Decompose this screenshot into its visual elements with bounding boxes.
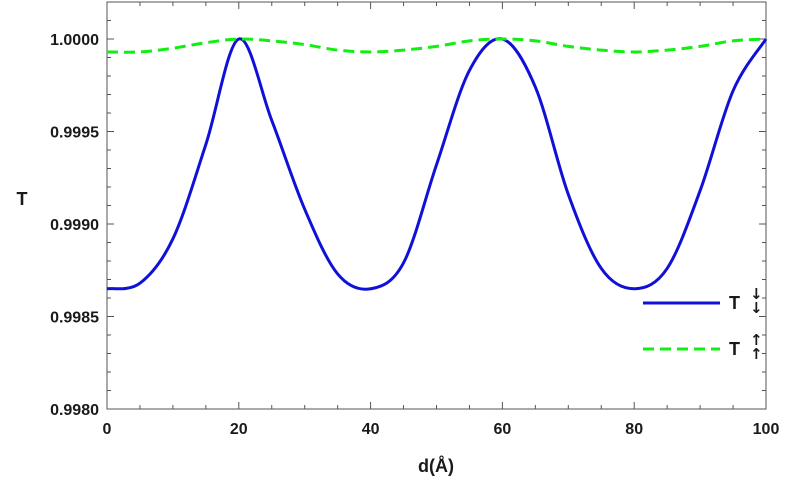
legend-label-spin-down: T	[729, 293, 740, 313]
x-tick-label: 40	[362, 421, 380, 438]
axis-ticks: 0 20 40 60 80 100 0.9980 0.9985 0.9990 0.9995 1.00…	[50, 1, 780, 438]
y-tick-label: 0.9980	[50, 402, 99, 419]
x-tick-label: 20	[230, 421, 248, 438]
y-tick-label: 1.0000	[50, 32, 99, 49]
x-tick-label: 80	[625, 421, 643, 438]
x-axis-title: d(Å)	[418, 456, 454, 476]
series-lines	[106, 37, 768, 291]
legend-arrow-spin-up-lower: ↑	[750, 345, 763, 363]
legend-arrow-spin-up-upper: ↑	[750, 331, 763, 349]
x-tick-label: 60	[494, 421, 512, 438]
x-tick-label: 0	[103, 421, 112, 438]
legend-arrows-spin-down: ↓ ↓	[750, 285, 768, 317]
y-tick-label: 0.9995	[50, 125, 99, 142]
y-tick-label: 0.9985	[50, 310, 99, 327]
y-tick-label: 0.9990	[50, 217, 99, 234]
x-tick-label: 100	[753, 421, 780, 438]
legend: T ↓ ↓ T ↑ ↑	[643, 285, 768, 363]
legend-arrows-spin-up: ↑ ↑	[750, 331, 768, 363]
y-axis-title: T	[17, 189, 28, 209]
legend-label-spin-up: T	[729, 339, 740, 359]
legend-arrow-spin-down-upper: ↓	[750, 285, 763, 303]
series-line-spin-up	[106, 37, 767, 54]
legend-arrow-spin-down-lower: ↓	[750, 299, 763, 317]
series-line-spin-down	[106, 37, 768, 291]
